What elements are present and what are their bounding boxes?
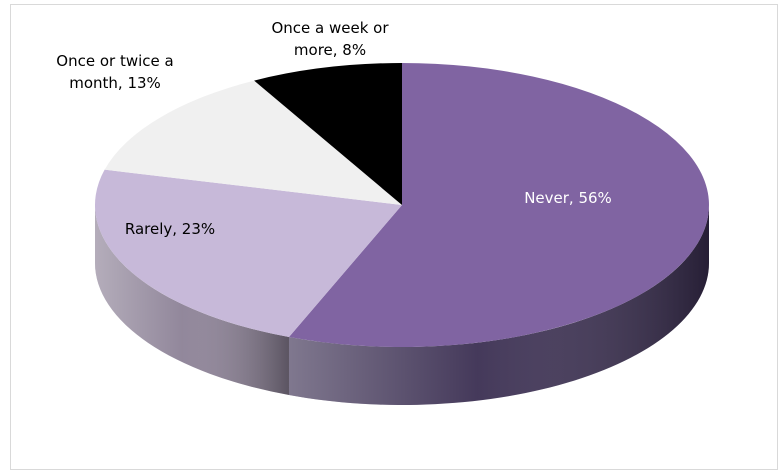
pie-sides <box>95 205 709 405</box>
pie-slice-3 <box>254 63 402 205</box>
data-label-line: more, 8% <box>294 41 366 59</box>
pie-side-shade-0 <box>288 205 709 405</box>
pie-slice-1 <box>95 169 402 338</box>
data-label-1: Rarely, 23% <box>125 220 215 238</box>
data-label-line: month, 13% <box>69 74 161 92</box>
data-label-line: Once a week or <box>271 19 389 37</box>
pie-slice-2 <box>104 80 403 205</box>
data-label-2: Once or twice a month, 13% <box>56 52 173 92</box>
data-label-line: Never, 56% <box>524 189 612 207</box>
data-label-line: Once or twice a <box>56 52 173 70</box>
data-label-line: Rarely, 23% <box>125 220 215 238</box>
pie-side-shade-1 <box>95 205 289 396</box>
pie-tops <box>95 63 709 347</box>
pie-slice-0 <box>288 63 709 347</box>
data-label-3: Once a week or more, 8% <box>271 19 389 59</box>
pie-labels: Never, 56% Rarely, 23% Once or twice a mont… <box>56 19 612 238</box>
data-label-0: Never, 56% <box>524 189 612 207</box>
